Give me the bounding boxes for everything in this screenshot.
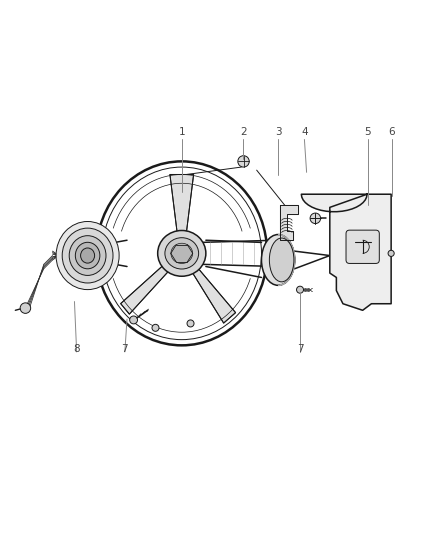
Ellipse shape xyxy=(96,161,267,345)
Ellipse shape xyxy=(171,243,193,263)
Text: 6: 6 xyxy=(389,127,396,138)
Circle shape xyxy=(187,320,194,327)
Text: 4: 4 xyxy=(301,127,308,138)
Ellipse shape xyxy=(158,230,206,276)
Circle shape xyxy=(297,286,304,293)
Ellipse shape xyxy=(81,248,95,263)
Circle shape xyxy=(130,316,138,324)
Ellipse shape xyxy=(56,222,119,289)
Ellipse shape xyxy=(269,238,294,282)
Circle shape xyxy=(152,324,159,332)
Text: 5: 5 xyxy=(364,127,371,138)
Text: 2: 2 xyxy=(240,127,247,138)
Ellipse shape xyxy=(56,221,119,290)
Polygon shape xyxy=(191,266,236,323)
Polygon shape xyxy=(280,205,298,240)
Ellipse shape xyxy=(165,238,198,269)
Ellipse shape xyxy=(75,243,100,269)
Text: 3: 3 xyxy=(275,127,282,138)
Text: 7: 7 xyxy=(121,344,128,354)
Text: 8: 8 xyxy=(73,344,80,354)
Ellipse shape xyxy=(69,236,106,276)
Text: 1: 1 xyxy=(178,127,185,138)
Ellipse shape xyxy=(62,228,113,283)
Circle shape xyxy=(310,213,321,223)
Circle shape xyxy=(388,251,394,256)
Polygon shape xyxy=(301,194,391,310)
Circle shape xyxy=(238,156,249,167)
Polygon shape xyxy=(120,263,170,314)
Text: 7: 7 xyxy=(297,344,304,354)
Ellipse shape xyxy=(261,235,295,285)
Circle shape xyxy=(20,303,31,313)
FancyBboxPatch shape xyxy=(346,230,379,263)
Polygon shape xyxy=(170,174,194,232)
